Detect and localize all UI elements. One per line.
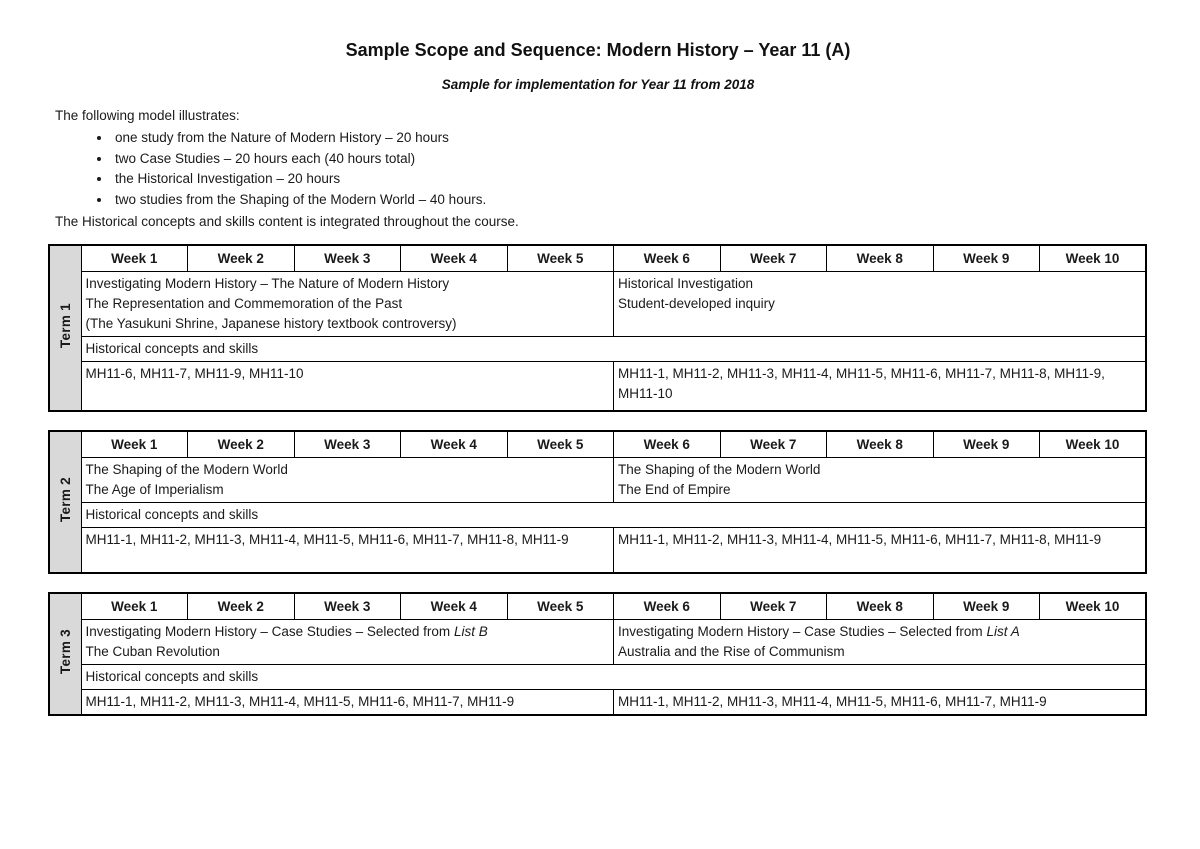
table-row: Term 2 Week 1 Week 2 Week 3 Week 4 Week … <box>48 430 1147 574</box>
outcomes-cell-right: MH11-1, MH11-2, MH11-3, MH11-4, MH11-5, … <box>613 526 1147 574</box>
table-row: Historical concepts and skills <box>49 335 1147 362</box>
page-title: Sample Scope and Sequence: Modern Histor… <box>345 40 851 60</box>
unit-line: Investigating Modern History – The Natur… <box>85 275 450 291</box>
unit-cell-right: Historical Investigation Student-develop… <box>613 270 1147 337</box>
week-header-cell: Week 8 <box>826 430 934 458</box>
week-header-cell: Week 9 <box>932 592 1040 620</box>
table-row: Term 3 Week 1 Week 2 Week 3 Week 4 Week … <box>48 592 1147 716</box>
week-header-cell: Week 2 <box>187 244 295 272</box>
table-row: Investigating Modern History – The Natur… <box>49 270 1147 337</box>
unit-line: Historical Investigation <box>618 275 754 291</box>
term-3-label-cell: Term 3 <box>48 592 82 716</box>
term-1-label-cell: Term 1 <box>48 244 82 412</box>
week-header-cell: Week 8 <box>826 592 934 620</box>
term-2-table: Term 2 Week 1 Week 2 Week 3 Week 4 Week … <box>48 430 1147 574</box>
week-header-cell: Week 10 <box>1039 592 1147 620</box>
week-header-cell: Week 7 <box>719 592 827 620</box>
table-row: Historical concepts and skills <box>49 663 1147 690</box>
week-header-cell: Week 9 <box>932 430 1040 458</box>
table-row: Investigating Modern History – Case Stud… <box>49 618 1147 665</box>
week-header-cell: Week 3 <box>293 430 401 458</box>
term-2-label-cell: Term 2 <box>48 430 82 574</box>
unit-line: Student-developed inquiry <box>618 295 775 311</box>
week-header-cell: Week 9 <box>932 244 1040 272</box>
week-header-cell: Week 7 <box>719 244 827 272</box>
unit-line: The Age of Imperialism <box>85 481 224 497</box>
week-header-cell: Week 2 <box>187 592 295 620</box>
unit-line: The End of Empire <box>618 481 731 497</box>
model-bullet-list: one study from the Nature of Modern Hist… <box>48 128 1148 210</box>
skills-cell: Historical concepts and skills <box>80 501 1147 528</box>
table-row: MH11-1, MH11-2, MH11-3, MH11-4, MH11-5, … <box>49 688 1147 716</box>
unit-line: Investigating Modern History – Case Stud… <box>86 622 610 642</box>
unit-line-text: Investigating Modern History – Case Stud… <box>618 623 987 639</box>
skills-cell: Historical concepts and skills <box>80 335 1147 362</box>
week-header-cell: Week 6 <box>613 244 721 272</box>
week-header-cell: Week 5 <box>506 430 614 458</box>
outcomes-cell-left: MH11-1, MH11-2, MH11-3, MH11-4, MH11-5, … <box>80 688 614 716</box>
table-row: MH11-1, MH11-2, MH11-3, MH11-4, MH11-5, … <box>49 526 1147 574</box>
week-header-cell: Week 5 <box>506 592 614 620</box>
term-3-table: Term 3 Week 1 Week 2 Week 3 Week 4 Week … <box>48 592 1147 716</box>
week-header-cell: Week 3 <box>293 244 401 272</box>
week-header-cell: Week 8 <box>826 244 934 272</box>
table-row: The Shaping of the Modern World The Age … <box>49 456 1147 503</box>
outcomes-cell-left: MH11-1, MH11-2, MH11-3, MH11-4, MH11-5, … <box>80 526 614 574</box>
unit-cell-left: Investigating Modern History – The Natur… <box>80 270 614 337</box>
table-row: Term 1 Week 1 Week 2 Week 3 Week 4 Week … <box>48 244 1147 412</box>
unit-line: Investigating Modern History – Case Stud… <box>618 622 1141 642</box>
unit-cell-left: The Shaping of the Modern World The Age … <box>80 456 614 503</box>
week-header-cell: Week 1 <box>80 592 188 620</box>
unit-line: The Cuban Revolution <box>85 643 220 659</box>
term-1-table: Term 1 Week 1 Week 2 Week 3 Week 4 Week … <box>48 244 1147 412</box>
unit-cell-right: Investigating Modern History – Case Stud… <box>613 618 1147 665</box>
unit-line-text: Investigating Modern History – Case Stud… <box>85 623 454 639</box>
note-paragraph: The Historical concepts and skills conte… <box>55 214 519 229</box>
unit-line: (The Yasukuni Shrine, Japanese history t… <box>85 315 457 331</box>
list-item: two Case Studies – 20 hours each (40 hou… <box>112 149 1148 170</box>
week-header-cell: Week 4 <box>400 592 508 620</box>
outcomes-cell-left: MH11-6, MH11-7, MH11-9, MH11-10 <box>80 360 614 412</box>
table-row: MH11-6, MH11-7, MH11-9, MH11-10 MH11-1, … <box>49 360 1147 412</box>
list-item: two studies from the Shaping of the Mode… <box>112 190 1148 211</box>
outcomes-cell-right: MH11-1, MH11-2, MH11-3, MH11-4, MH11-5, … <box>613 688 1147 716</box>
unit-cell-left: Investigating Modern History – Case Stud… <box>80 618 614 665</box>
list-item: the Historical Investigation – 20 hours <box>112 169 1148 190</box>
week-header-cell: Week 7 <box>719 430 827 458</box>
skills-cell: Historical concepts and skills <box>80 663 1147 690</box>
unit-line: Australia and the Rise of Communism <box>618 643 845 659</box>
week-header-cell: Week 10 <box>1039 244 1147 272</box>
outcomes-cell-right: MH11-1, MH11-2, MH11-3, MH11-4, MH11-5, … <box>613 360 1147 412</box>
week-header-cell: Week 6 <box>613 430 721 458</box>
week-header-cell: Week 10 <box>1039 430 1147 458</box>
week-header-cell: Week 1 <box>80 430 188 458</box>
term-label: Term 1 <box>57 302 73 349</box>
unit-cell-right: The Shaping of the Modern World The End … <box>613 456 1147 503</box>
week-header-cell: Week 4 <box>400 430 508 458</box>
italic-list-ref: List A <box>986 623 1020 639</box>
unit-line: The Shaping of the Modern World <box>618 461 821 477</box>
term-label: Term 2 <box>57 476 73 523</box>
page-subtitle: Sample for implementation for Year 11 fr… <box>441 77 755 92</box>
intro-paragraph: The following model illustrates: <box>55 108 240 123</box>
unit-line: The Shaping of the Modern World <box>85 461 288 477</box>
week-header-cell: Week 5 <box>506 244 614 272</box>
week-header-cell: Week 3 <box>293 592 401 620</box>
list-item: one study from the Nature of Modern Hist… <box>112 128 1148 149</box>
week-header-cell: Week 2 <box>187 430 295 458</box>
table-row: Historical concepts and skills <box>49 501 1147 528</box>
italic-list-ref: List B <box>453 623 488 639</box>
week-header-cell: Week 6 <box>613 592 721 620</box>
week-header-cell: Week 1 <box>80 244 188 272</box>
week-header-cell: Week 4 <box>400 244 508 272</box>
unit-line: The Representation and Commemoration of … <box>85 295 403 311</box>
term-label: Term 3 <box>57 628 73 675</box>
